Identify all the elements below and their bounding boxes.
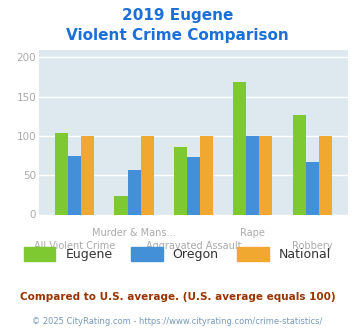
Text: Murder & Mans...: Murder & Mans...	[92, 228, 176, 238]
Bar	[200, 136, 213, 214]
Text: Aggravated Assault: Aggravated Assault	[146, 241, 241, 251]
Bar	[246, 136, 260, 214]
Text: All Violent Crime: All Violent Crime	[34, 241, 115, 251]
Bar	[233, 82, 246, 214]
Text: © 2025 CityRating.com - https://www.cityrating.com/crime-statistics/: © 2025 CityRating.com - https://www.city…	[32, 317, 323, 326]
Text: Compared to U.S. average. (U.S. average equals 100): Compared to U.S. average. (U.S. average …	[20, 292, 335, 302]
Text: 2019 Eugene: 2019 Eugene	[122, 8, 233, 23]
Bar	[127, 170, 141, 214]
Bar	[293, 115, 306, 214]
Bar	[319, 136, 332, 214]
Legend: Eugene, Oregon, National: Eugene, Oregon, National	[19, 242, 336, 266]
Bar	[260, 136, 273, 214]
Bar	[187, 157, 200, 214]
Bar	[55, 133, 68, 214]
Bar	[306, 162, 319, 214]
Text: Robbery: Robbery	[292, 241, 333, 251]
Bar	[68, 155, 81, 214]
Bar	[81, 136, 94, 214]
Bar	[174, 147, 187, 214]
Bar	[114, 196, 127, 214]
Bar	[141, 136, 154, 214]
Text: Violent Crime Comparison: Violent Crime Comparison	[66, 28, 289, 43]
Text: Rape: Rape	[240, 228, 265, 238]
